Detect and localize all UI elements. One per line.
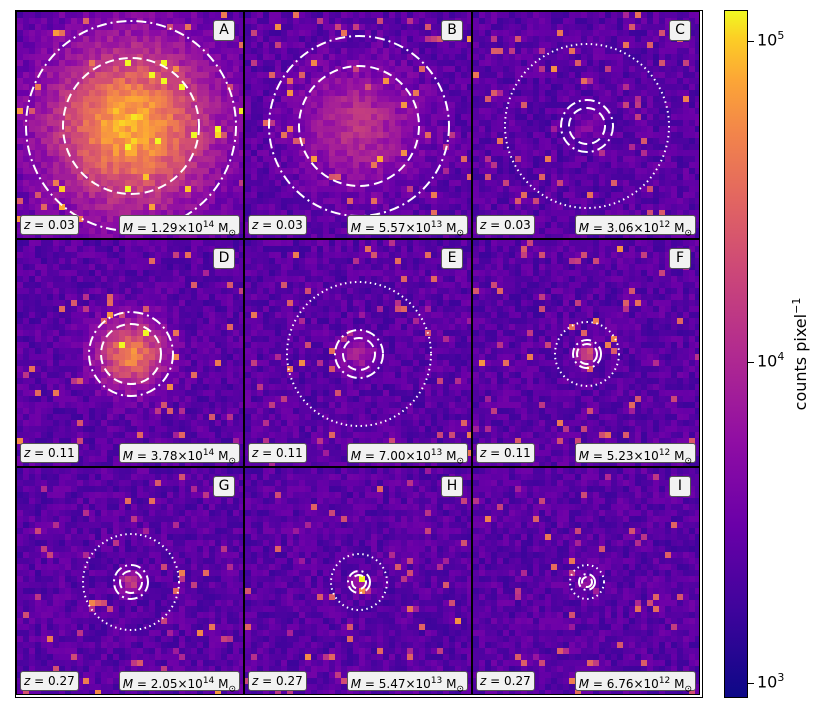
dashed-aperture-circle [576,343,598,365]
dotted-aperture-circle [286,281,432,427]
dashdot-aperture-circle [113,564,149,600]
mass-label: M = 5.23×1012 M⊙ [574,443,696,466]
mass-label: M = 7.00×1013 M⊙ [346,443,468,466]
dashdot-aperture-circle [572,339,602,369]
dotted-aperture-circle [330,553,388,611]
mass-label: M = 1.29×1014 M⊙ [118,215,240,238]
dashdot-aperture-circle [560,99,614,153]
redshift-label: z = 0.27 [20,671,79,691]
redshift-label: z = 0.03 [20,215,79,235]
redshift-label: z = 0.11 [20,443,79,463]
colorbar [724,10,748,698]
colorbar-tick [748,683,754,685]
xray-image-h [245,468,471,694]
colorbar-tick [748,41,754,43]
redshift-label: z = 0.11 [248,443,307,463]
panel-letter: H [441,476,463,497]
panel-letter: B [441,20,463,41]
dashed-aperture-circle [568,107,606,145]
colorbar-label: counts pixel−1 [789,297,811,411]
dashed-aperture-circle [351,574,367,590]
dotted-aperture-circle [569,564,605,600]
dotted-aperture-circle [504,43,670,209]
dashed-aperture-circle [119,570,143,594]
dashed-aperture-circle [100,323,162,385]
xray-image-a [17,12,243,238]
dashdot-aperture-circle [334,329,384,379]
dashed-aperture-circle [62,57,200,195]
dotted-aperture-circle [554,321,620,387]
mass-label: M = 5.57×1013 M⊙ [346,215,468,238]
xray-image-d [17,240,243,466]
colorbar-tick [748,362,754,364]
xray-image-e [245,240,471,466]
mass-label: M = 5.47×1013 M⊙ [346,671,468,694]
redshift-label: z = 0.03 [476,215,535,235]
xray-image-b [245,12,471,238]
mass-label: M = 6.76×1012 M⊙ [574,671,696,694]
xray-image-f [473,240,699,466]
redshift-label: z = 0.27 [476,671,535,691]
dashed-aperture-circle [342,337,376,371]
mass-label: M = 2.05×1014 M⊙ [118,671,240,694]
panel-letter: I [669,476,691,497]
panel-letter: F [669,248,691,269]
colorbar-tick-label: 104 [757,350,785,371]
panel-letter: E [441,248,463,269]
dashdot-aperture-circle [347,570,371,594]
dotted-aperture-circle [82,533,180,631]
colorbar-tick-label: 105 [757,29,785,50]
dashdot-aperture-circle [578,573,596,591]
panel-letter: G [213,476,235,497]
panel-letter: D [213,248,235,269]
colorbar-tick-label: 103 [757,671,785,692]
dashed-aperture-circle [298,65,420,187]
mass-label: M = 3.06×1012 M⊙ [574,215,696,238]
mass-label: M = 3.78×1014 M⊙ [118,443,240,466]
panel-letter: C [669,20,691,41]
redshift-label: z = 0.03 [248,215,307,235]
panel-letter: A [213,20,235,41]
redshift-label: z = 0.27 [248,671,307,691]
xray-image-g [17,468,243,694]
xray-image-c [473,12,699,238]
xray-image-i [473,468,699,694]
redshift-label: z = 0.11 [476,443,535,463]
dashdot-aperture-circle [88,311,174,397]
dashed-aperture-circle [581,576,593,588]
